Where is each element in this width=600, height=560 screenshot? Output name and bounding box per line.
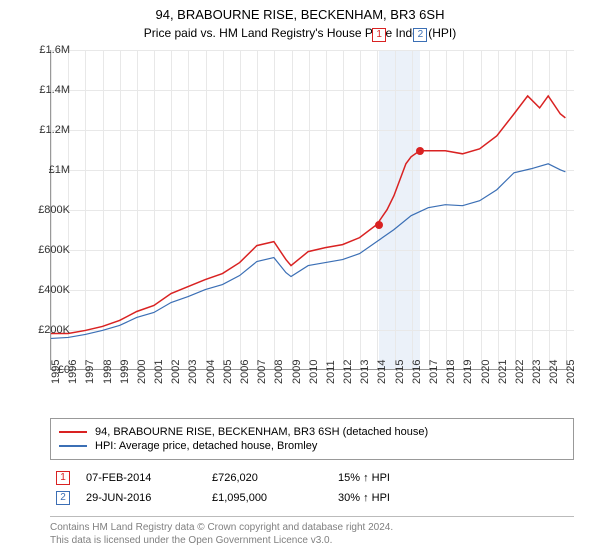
sale-marker-1: 1: [372, 28, 386, 42]
y-tick-label: £1M: [49, 164, 70, 176]
legend-swatch: [59, 445, 87, 447]
chart-plot-area: 12: [50, 50, 574, 370]
sale-date: 07-FEB-2014: [86, 472, 196, 484]
x-tick-label: 2012: [342, 360, 354, 384]
x-tick-label: 1997: [84, 360, 96, 384]
x-tick-label: 2019: [462, 360, 474, 384]
y-tick-label: £200K: [38, 324, 70, 336]
legend-label: 94, BRABOURNE RISE, BECKENHAM, BR3 6SH (…: [95, 426, 428, 438]
x-tick-label: 2020: [480, 360, 492, 384]
x-tick-label: 2000: [136, 360, 148, 384]
x-tick-label: 2024: [548, 360, 560, 384]
x-tick-label: 2008: [273, 360, 285, 384]
x-tick-label: 2011: [325, 360, 337, 384]
x-tick-label: 2004: [205, 360, 217, 384]
x-tick-label: 2001: [153, 360, 165, 384]
x-tick-label: 2003: [187, 360, 199, 384]
sale-marker-2: 2: [413, 28, 427, 42]
x-tick-label: 2009: [291, 360, 303, 384]
x-tick-label: 1995: [50, 360, 62, 384]
x-tick-label: 2021: [497, 360, 509, 384]
sale-pct: 30% ↑ HPI: [338, 492, 418, 504]
sale-row-marker: 1: [56, 471, 70, 485]
legend-item: HPI: Average price, detached house, Brom…: [59, 440, 565, 452]
x-tick-label: 1999: [119, 360, 131, 384]
y-tick-label: £600K: [38, 244, 70, 256]
x-tick-label: 2025: [565, 360, 577, 384]
y-tick-label: £1.4M: [39, 84, 70, 96]
sale-pct: 15% ↑ HPI: [338, 472, 418, 484]
legend-item: 94, BRABOURNE RISE, BECKENHAM, BR3 6SH (…: [59, 426, 565, 438]
sale-point-2: [416, 147, 424, 155]
x-tick-label: 2006: [239, 360, 251, 384]
legend-swatch: [59, 431, 87, 433]
sale-row: 2 29-JUN-2016 £1,095,000 30% ↑ HPI: [50, 488, 574, 508]
x-tick-label: 2016: [411, 360, 423, 384]
x-tick-label: 2010: [308, 360, 320, 384]
x-tick-label: 2007: [256, 360, 268, 384]
line-chart-svg: [51, 50, 574, 369]
x-tick-label: 2013: [359, 360, 371, 384]
sale-row-marker: 2: [56, 491, 70, 505]
series-property: [51, 96, 565, 334]
x-tick-label: 2015: [394, 360, 406, 384]
footer-attribution: Contains HM Land Registry data © Crown c…: [50, 516, 574, 547]
x-tick-label: 2014: [376, 360, 388, 384]
x-tick-label: 2023: [531, 360, 543, 384]
x-tick-label: 2002: [170, 360, 182, 384]
x-tick-label: 1998: [102, 360, 114, 384]
x-tick-label: 2022: [514, 360, 526, 384]
sale-date: 29-JUN-2016: [86, 492, 196, 504]
sale-row: 1 07-FEB-2014 £726,020 15% ↑ HPI: [50, 468, 574, 488]
x-tick-label: 2017: [428, 360, 440, 384]
x-tick-label: 1996: [67, 360, 79, 384]
x-tick-label: 2018: [445, 360, 457, 384]
sale-price: £1,095,000: [212, 492, 322, 504]
footer-line1: Contains HM Land Registry data © Crown c…: [50, 521, 574, 534]
y-tick-label: £400K: [38, 284, 70, 296]
legend-box: 94, BRABOURNE RISE, BECKENHAM, BR3 6SH (…: [50, 418, 574, 460]
chart-title: 94, BRABOURNE RISE, BECKENHAM, BR3 6SH: [0, 0, 600, 24]
chart-subtitle: Price paid vs. HM Land Registry's House …: [0, 24, 600, 40]
sale-price: £726,020: [212, 472, 322, 484]
footer-line2: This data is licensed under the Open Gov…: [50, 534, 574, 547]
sales-table: 1 07-FEB-2014 £726,020 15% ↑ HPI 2 29-JUN-201…: [50, 468, 574, 508]
y-tick-label: £1.6M: [39, 44, 70, 56]
y-tick-label: £800K: [38, 204, 70, 216]
sale-point-1: [375, 221, 383, 229]
y-tick-label: £1.2M: [39, 124, 70, 136]
x-tick-label: 2005: [222, 360, 234, 384]
legend-label: HPI: Average price, detached house, Brom…: [95, 440, 317, 452]
